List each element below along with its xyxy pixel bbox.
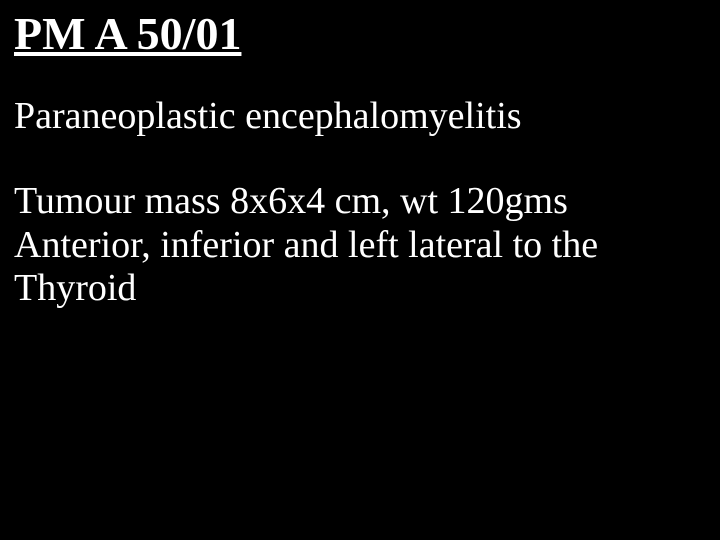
body-line-2: Anterior, inferior and left lateral to t…: [14, 224, 706, 268]
body-line-3: Thyroid: [14, 267, 706, 311]
slide-container: PM A 50/01 Paraneoplastic encephalomyeli…: [0, 0, 720, 540]
body-line-1: Tumour mass 8x6x4 cm, wt 120gms: [14, 180, 706, 224]
slide-body: Tumour mass 8x6x4 cm, wt 120gms Anterior…: [14, 180, 706, 311]
slide-title: PM A 50/01: [14, 10, 706, 58]
slide-subtitle: Paraneoplastic encephalomyelitis: [14, 96, 706, 138]
